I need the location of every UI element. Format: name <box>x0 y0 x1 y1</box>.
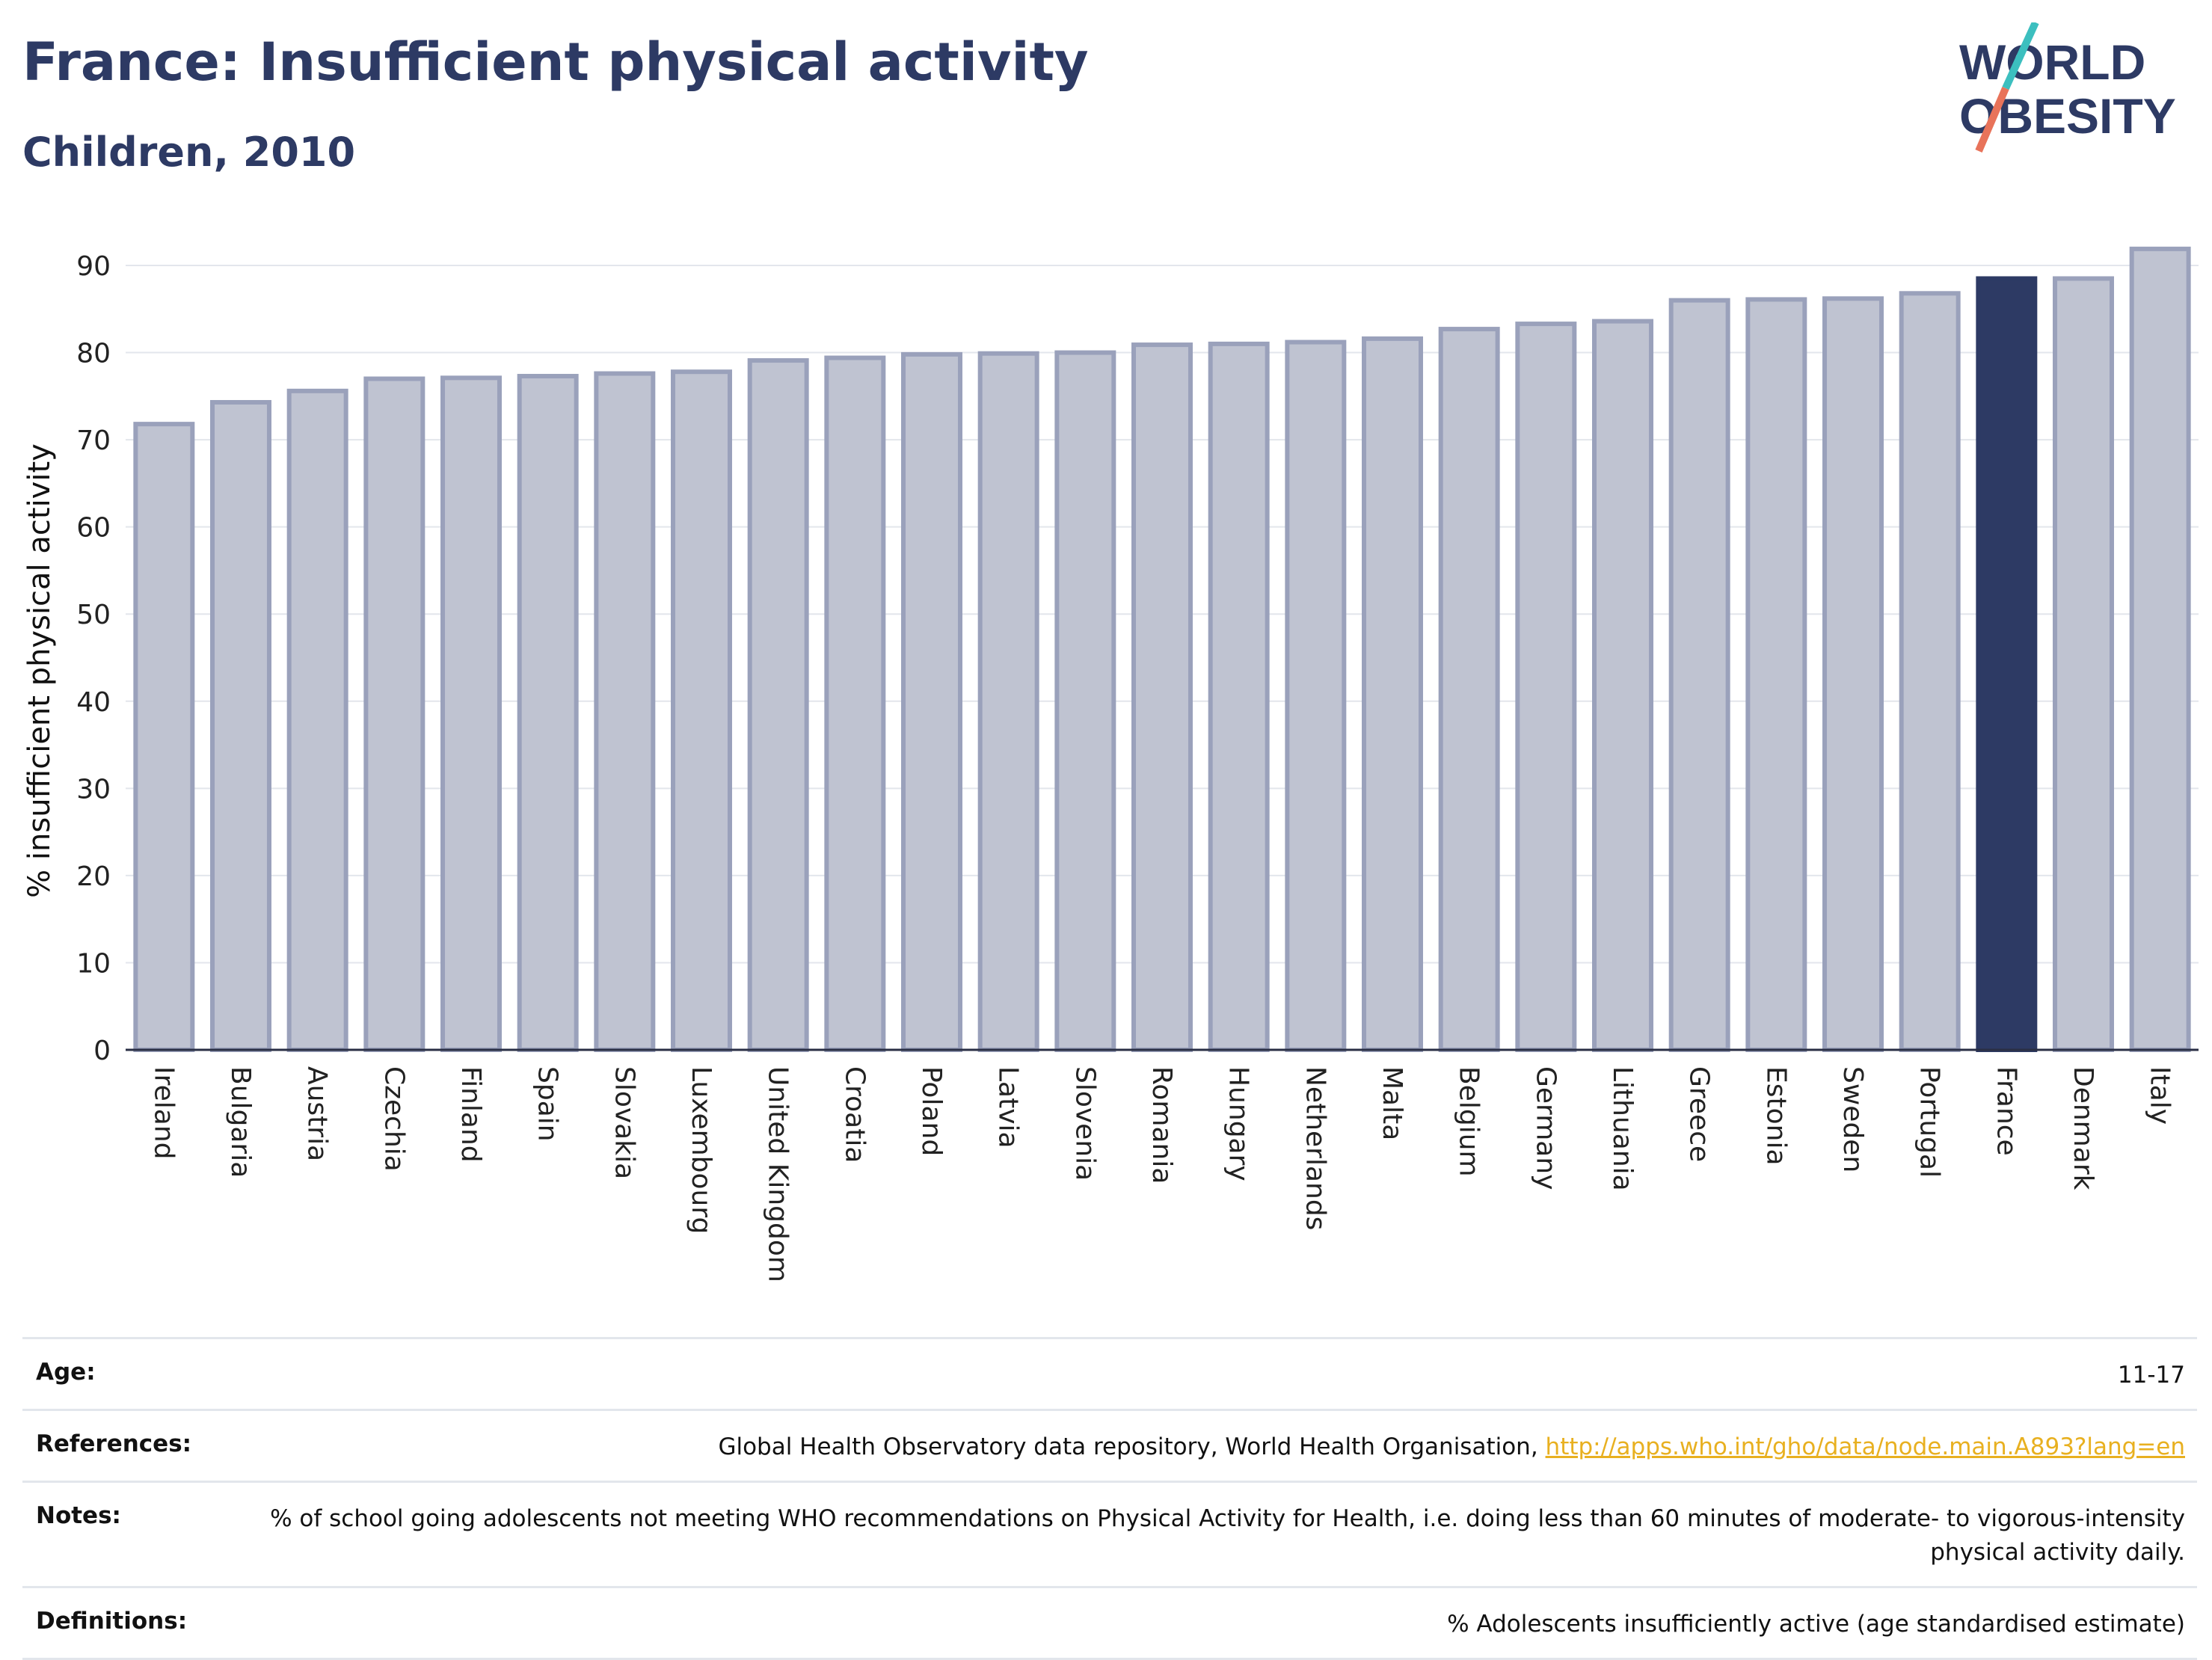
info-row: Notes: % of school going adolescents not … <box>22 1480 2197 1586</box>
x-tick-label: Finland <box>455 1066 486 1163</box>
axes: 0 10 20 30 40 50 60 70 80 90 Ireland Bulgaria Austri… <box>22 251 2199 1282</box>
bar-austria <box>286 388 348 1052</box>
x-tick-label: Spain <box>532 1066 563 1142</box>
y-tick-label: 60 <box>76 513 111 544</box>
y-tick-label: 20 <box>76 861 111 892</box>
bar-czechia <box>363 376 425 1052</box>
y-tick-label: 90 <box>76 251 111 282</box>
x-tick-label: Germany <box>1530 1066 1561 1190</box>
bar-united-kingdom <box>747 358 809 1053</box>
chart-title: France: Insufficient physical activity <box>22 31 1089 93</box>
x-tick-label: Greece <box>1684 1066 1715 1162</box>
x-tick-label: Netherlands <box>1300 1066 1330 1230</box>
bar-ireland <box>133 422 195 1052</box>
bar-spain <box>517 374 579 1052</box>
bar-malta <box>1362 336 1423 1052</box>
x-tick-label: Slovenia <box>1069 1066 1100 1181</box>
logo-text-world: WORLD <box>1959 34 2145 90</box>
info-key: Age: <box>36 1359 96 1386</box>
x-tick-label: Denmark <box>2068 1066 2098 1190</box>
info-key: References: <box>36 1430 192 1457</box>
chart-subtitle: Children, 2010 <box>22 129 356 176</box>
bar-estonia <box>1745 297 1807 1052</box>
bar-belgium <box>1438 327 1500 1052</box>
x-tick-label: Czechia <box>378 1066 409 1172</box>
info-row: Definitions: % Adolescents insufficiently… <box>22 1585 2197 1660</box>
bar-hungary <box>1208 341 1270 1052</box>
x-tick-label: Ireland <box>148 1066 179 1160</box>
info-value: % Adolescents insufficiently active (age… <box>1447 1610 2185 1638</box>
bar-finland <box>440 375 502 1052</box>
info-table: Age: 11-17 References: Global Health Observ… <box>22 1337 2197 1660</box>
x-tick-label: Croatia <box>839 1066 870 1163</box>
bar-bulgaria <box>210 399 271 1052</box>
info-value: % of school going adolescents not meetin… <box>270 1504 2185 1566</box>
info-row: Age: 11-17 <box>22 1337 2197 1409</box>
info-value: 11-17 <box>2117 1362 2185 1389</box>
logo-slash-teal <box>2002 22 2039 90</box>
x-tick-label: Italy <box>2145 1066 2175 1125</box>
x-tick-label: Malta <box>1377 1066 1407 1140</box>
bar-portugal <box>1899 291 1961 1052</box>
x-tick-label: Slovakia <box>609 1066 639 1179</box>
bar-chart: 0 10 20 30 40 50 60 70 80 90 Ireland Bulgaria Austri… <box>22 246 2199 1282</box>
info-key: Definitions: <box>36 1607 188 1635</box>
bar-slovakia <box>594 371 656 1053</box>
bar-croatia <box>824 355 886 1052</box>
bar-netherlands <box>1285 339 1347 1052</box>
bar-slovenia <box>1054 350 1116 1052</box>
x-tick-label: Sweden <box>1837 1066 1868 1172</box>
info-value: Global Health Observatory data repositor… <box>718 1433 2185 1460</box>
info-key: Notes: <box>36 1501 121 1529</box>
bar-france <box>1976 276 2038 1053</box>
x-tick-label: Austria <box>302 1066 333 1161</box>
x-tick-label: Poland <box>916 1066 947 1156</box>
x-tick-label: Belgium <box>1454 1066 1484 1177</box>
y-tick-label: 30 <box>76 774 111 805</box>
bar-greece <box>1668 298 1730 1053</box>
bar-luxembourg <box>671 369 732 1053</box>
x-tick-label: Lithuania <box>1607 1066 1638 1191</box>
y-axis-label: % insufficient physical activity <box>22 443 57 898</box>
y-tick-label: 80 <box>76 339 111 369</box>
bar-latvia <box>977 351 1039 1052</box>
bar-sweden <box>1822 296 1884 1052</box>
bar-italy <box>2129 246 2191 1052</box>
info-row: References: Global Health Observatory dat… <box>22 1408 2197 1481</box>
bars <box>133 246 2191 1053</box>
x-tick-label: Estonia <box>1760 1066 1791 1166</box>
y-tick-label: 10 <box>76 948 111 979</box>
x-tick-label: United Kingdom <box>763 1066 793 1282</box>
x-tick-label: Latvia <box>993 1066 1024 1149</box>
reference-link[interactable]: http://apps.who.int/gho/data/node.main.A… <box>1545 1433 2185 1460</box>
y-tick-label: 70 <box>76 425 111 456</box>
x-tick-label: France <box>1991 1066 2021 1156</box>
bar-germany <box>1515 322 1577 1052</box>
bar-denmark <box>2053 276 2114 1053</box>
x-tick-label: Portugal <box>1914 1066 1945 1178</box>
bar-romania <box>1131 342 1193 1052</box>
bar-lithuania <box>1592 319 1653 1052</box>
y-tick-label: 40 <box>76 687 111 718</box>
world-obesity-logo: WORLD OBESITY <box>1959 22 2176 153</box>
logo-slash-coral <box>1975 87 2009 153</box>
x-tick-label: Romania <box>1146 1066 1177 1184</box>
x-tick-label: Luxembourg <box>686 1066 716 1234</box>
y-tick-label: 0 <box>93 1036 111 1066</box>
bar-poland <box>901 351 962 1052</box>
x-tick-label: Hungary <box>1223 1066 1254 1181</box>
x-tick-label: Bulgaria <box>225 1066 256 1178</box>
y-tick-label: 50 <box>76 600 111 630</box>
